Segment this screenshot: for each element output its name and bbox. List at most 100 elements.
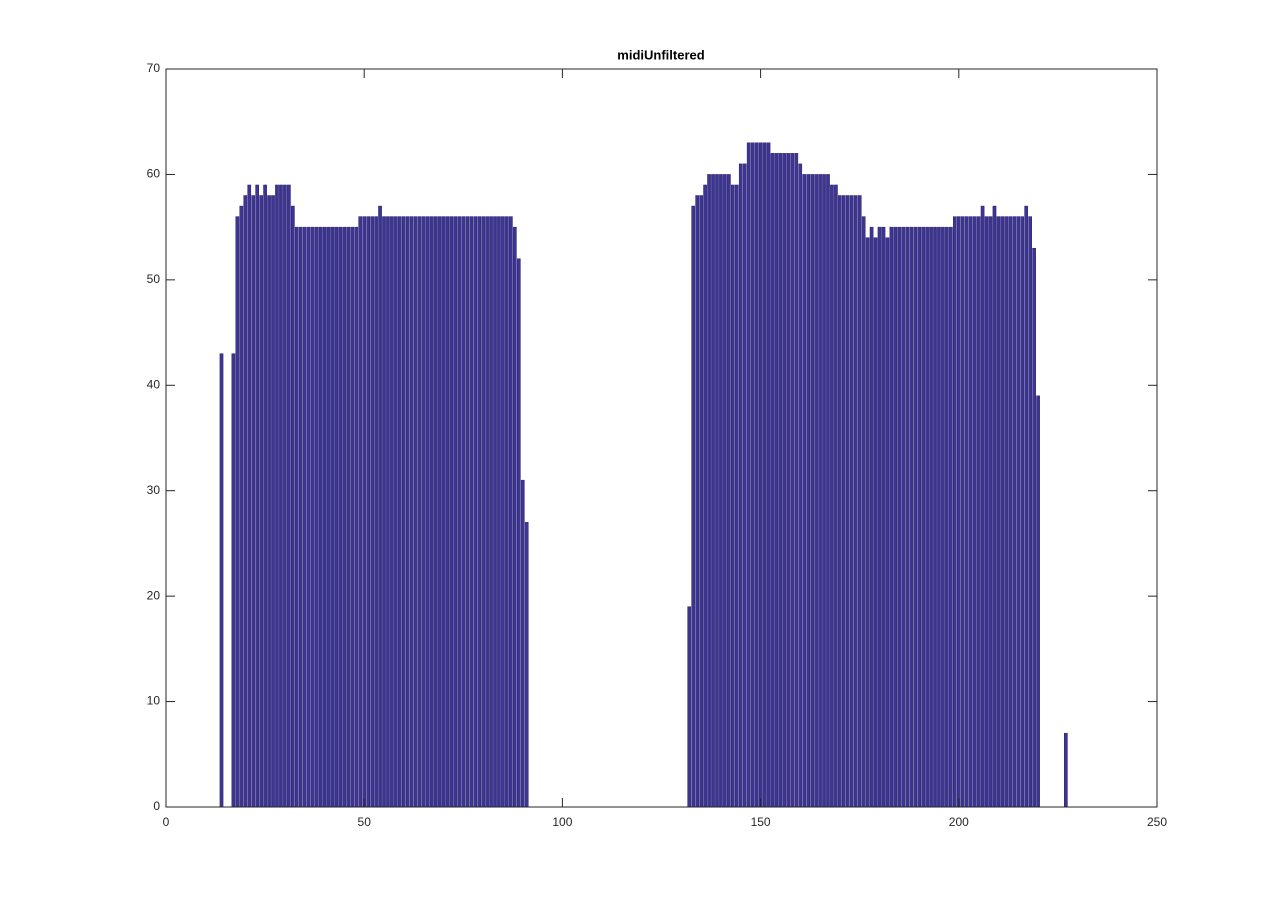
y-tick-label: 40: [147, 377, 161, 391]
bar: [429, 216, 434, 808]
bar: [362, 216, 367, 808]
bar: [818, 174, 822, 808]
bar: [1032, 247, 1036, 808]
bar: [711, 174, 715, 808]
bar: [794, 153, 799, 808]
bar: [318, 226, 323, 808]
bar: [453, 216, 458, 808]
bar: [263, 184, 267, 808]
bar: [830, 184, 834, 808]
bar: [374, 216, 378, 808]
bar: [394, 216, 398, 808]
bar: [370, 216, 374, 808]
bar: [909, 226, 914, 808]
bar: [501, 216, 505, 808]
bar: [968, 216, 973, 808]
bar: [802, 174, 807, 808]
bar: [826, 174, 830, 808]
y-tick-label: 10: [147, 694, 161, 708]
bar: [695, 195, 700, 808]
bar: [727, 174, 731, 808]
bar: [524, 522, 529, 808]
bar: [247, 184, 252, 808]
axes-box: [165, 68, 1158, 808]
bar: [703, 184, 707, 808]
bar: [235, 216, 240, 808]
bar: [893, 226, 898, 808]
x-tick-label: 200: [949, 815, 969, 829]
bar: [417, 216, 422, 808]
y-tick-label: 70: [147, 61, 161, 75]
bar: [1000, 216, 1005, 808]
y-tick-label: 20: [147, 588, 161, 602]
bar: [334, 226, 339, 808]
y-tick-label: 50: [147, 272, 161, 286]
bar: [330, 226, 335, 808]
bar: [520, 479, 525, 808]
bar: [972, 216, 977, 808]
bar: [838, 195, 842, 808]
bar: [441, 216, 446, 808]
bar: [881, 226, 886, 808]
bar: [1012, 216, 1017, 808]
bar: [790, 153, 795, 808]
bar: [945, 226, 949, 808]
y-tick-label: 30: [147, 483, 161, 497]
bar: [949, 226, 953, 808]
bar: [413, 216, 418, 808]
bar: [889, 226, 894, 808]
bar: [853, 195, 858, 808]
bar: [762, 142, 767, 808]
bar: [516, 258, 521, 808]
bar: [699, 195, 703, 808]
bar: [489, 216, 493, 808]
bar: [366, 216, 370, 808]
bar: [980, 205, 985, 808]
bar: [758, 142, 763, 808]
bar: [465, 216, 470, 808]
bar: [287, 184, 291, 808]
bar: [1024, 205, 1029, 808]
bar: [302, 226, 307, 808]
x-tick-label: 250: [1147, 815, 1167, 829]
bar: [390, 216, 394, 808]
bar: [746, 142, 751, 808]
bar: [473, 216, 478, 808]
bar: [231, 353, 236, 808]
chart-title: midiUnfiltered: [617, 47, 704, 62]
bar: [984, 216, 989, 808]
bar: [1020, 216, 1025, 808]
bar: [719, 174, 723, 808]
x-tick-label: 0: [163, 815, 170, 829]
bar: [723, 174, 727, 808]
bar: [481, 216, 485, 808]
bar: [512, 226, 517, 808]
bar: [901, 226, 906, 808]
bar: [342, 226, 347, 808]
bar: [251, 195, 256, 808]
bar: [421, 216, 426, 808]
bar: [754, 142, 759, 808]
bar: [326, 226, 331, 808]
bar: [897, 226, 902, 808]
bar: [409, 216, 414, 808]
bar: [865, 237, 870, 808]
bar: [497, 216, 501, 808]
bar: [742, 163, 747, 808]
bar: [806, 174, 811, 808]
bar: [929, 226, 933, 808]
bar: [861, 216, 866, 808]
bar: [279, 184, 283, 808]
x-tick-label: 50: [358, 815, 372, 829]
y-tick-label: 0: [153, 799, 160, 813]
bar: [953, 216, 957, 808]
bar: [738, 163, 743, 808]
bar: [243, 195, 248, 808]
bar: [283, 184, 287, 808]
bar: [386, 216, 390, 808]
bar: [461, 216, 466, 808]
bar: [469, 216, 474, 808]
bar: [849, 195, 854, 808]
